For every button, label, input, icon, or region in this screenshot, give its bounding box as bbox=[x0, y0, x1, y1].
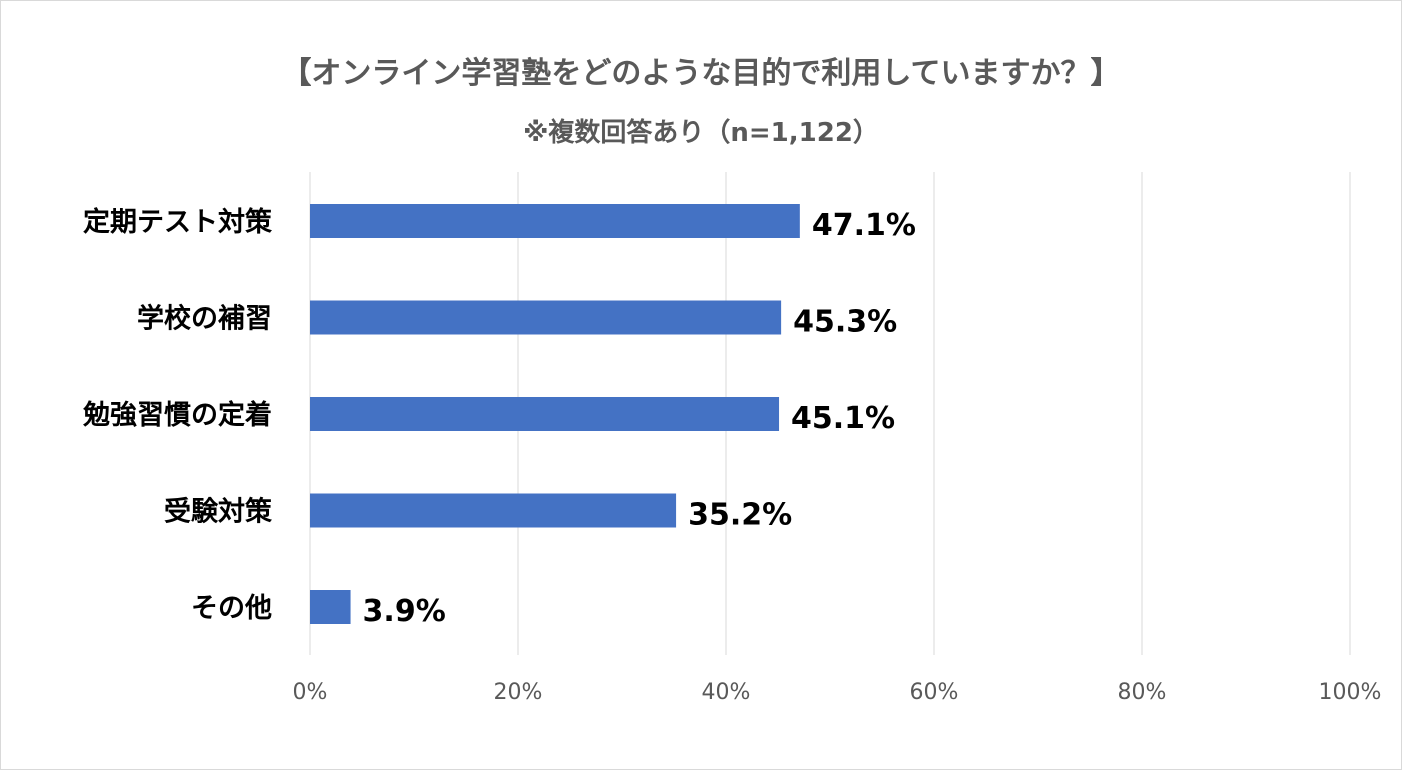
data-label: 45.1% bbox=[791, 401, 895, 436]
chart-subtitle: ※複数回答あり（n=1,122） bbox=[523, 118, 879, 148]
x-tick-label: 20% bbox=[494, 680, 543, 705]
category-label: その他 bbox=[191, 593, 272, 624]
x-tick-label: 40% bbox=[702, 680, 751, 705]
bar bbox=[310, 493, 677, 528]
category-label: 受験対策 bbox=[164, 496, 273, 528]
bar bbox=[310, 590, 351, 624]
data-label: 3.9% bbox=[363, 594, 446, 629]
x-tick-label: 80% bbox=[1118, 680, 1167, 705]
x-tick-label: 60% bbox=[910, 680, 959, 705]
bar bbox=[310, 397, 780, 431]
category-label: 学校の補習 bbox=[137, 303, 272, 335]
category-label: 勉強習慣の定着 bbox=[82, 399, 272, 431]
x-tick-label: 0% bbox=[293, 680, 328, 705]
bar bbox=[310, 204, 800, 238]
category-label: 定期テスト対策 bbox=[83, 206, 273, 238]
x-tick-label: 100% bbox=[1319, 680, 1382, 705]
chart-title: 【オンライン学習塾をどのような目的で利用していますか？】 bbox=[281, 56, 1121, 91]
data-label: 47.1% bbox=[812, 208, 916, 243]
bar bbox=[310, 300, 782, 335]
data-label: 35.2% bbox=[688, 498, 792, 533]
data-label: 45.3% bbox=[793, 305, 897, 340]
